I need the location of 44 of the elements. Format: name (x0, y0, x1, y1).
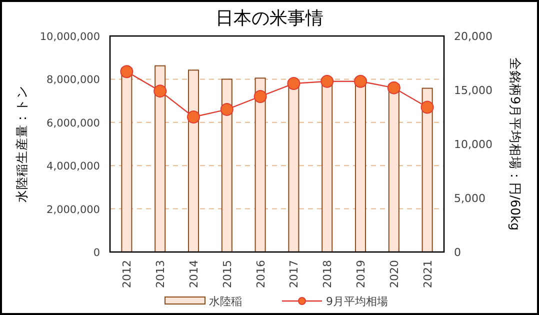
y2-axis-title: 全銘柄9月平均相場：円/60kg (508, 57, 523, 231)
point (187, 110, 200, 124)
legend-label: 9月平均相場 (326, 295, 388, 308)
bar (121, 68, 132, 252)
y-tick-label: 2,000,000 (46, 204, 100, 216)
bar (154, 65, 166, 252)
bar (422, 88, 433, 252)
chart-title: 日本の米事情 (216, 8, 324, 29)
bar (221, 78, 232, 252)
y-tick-label: 0 (93, 247, 100, 259)
y-tick-label: 6,000,000 (46, 117, 100, 130)
y-tick-label: 8,000,000 (46, 74, 100, 86)
x-tick-label: 2015 (220, 260, 234, 288)
bar (322, 83, 333, 252)
x-tick-label: 2020 (388, 260, 401, 288)
legend-label: 水陸稲 (209, 295, 242, 308)
point (387, 81, 400, 94)
point (120, 65, 134, 78)
y2-tick-label: 0 (454, 246, 461, 259)
y2-tick-label: 20,000 (454, 30, 492, 43)
y-axis-title: 水陸稲生産量：トン (14, 86, 29, 202)
y2-tick-label: 15,000 (454, 84, 492, 97)
bar (354, 84, 366, 252)
x-tick-label: 2018 (321, 260, 334, 288)
x-tick-label: 2013 (154, 260, 168, 288)
point (420, 100, 434, 114)
point (354, 74, 367, 88)
bar (254, 78, 266, 252)
point (220, 102, 234, 116)
y-tick-label: 10,000,000 (40, 31, 100, 43)
x-tick-label: 2014 (188, 260, 200, 288)
point (287, 77, 300, 90)
point (154, 84, 167, 98)
y2-tick-label: 5,000 (454, 192, 486, 205)
point (254, 90, 267, 103)
y2-tick-label: 10,000 (454, 138, 492, 151)
x-tick-label: 2016 (254, 260, 268, 288)
x-tick-label: 2019 (354, 260, 368, 288)
point (320, 74, 334, 88)
y-tick-label: 4,000,000 (46, 160, 100, 173)
x-tick-label: 2017 (288, 260, 301, 288)
bar (188, 70, 200, 252)
x-tick-label: 2021 (421, 260, 434, 288)
x-tick-label: 2012 (120, 260, 134, 288)
